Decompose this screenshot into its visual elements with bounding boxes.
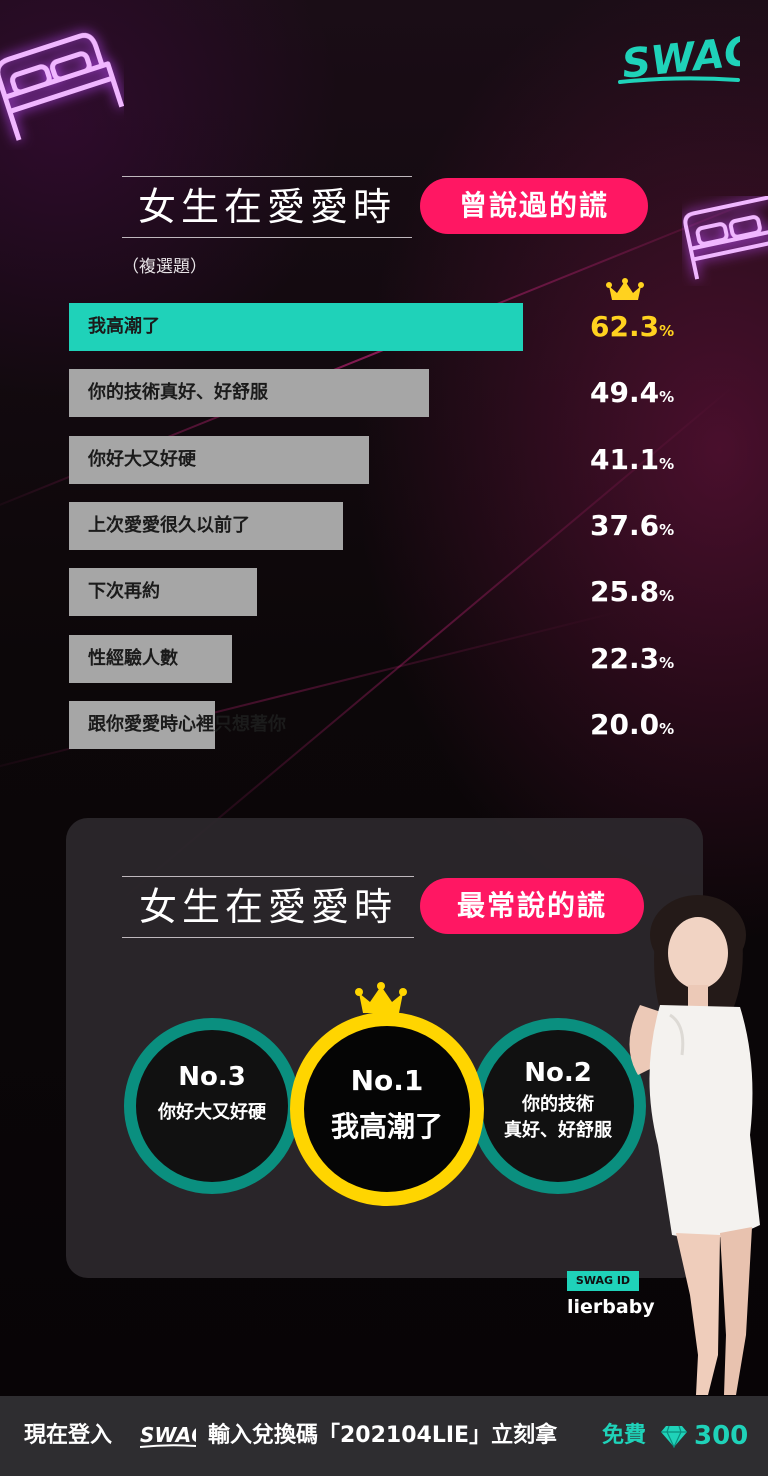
bar-value-label: 25.8% (590, 575, 675, 608)
bar-label: 你好大又好硬 (88, 449, 196, 470)
rank-3-number: No.3 (178, 1062, 246, 1092)
neon-bed-icon (0, 32, 124, 141)
bar-label: 下次再約 (88, 581, 160, 602)
rank-2-label-line1: 你的技術 (522, 1094, 594, 1115)
crown-icon (606, 278, 644, 300)
swag-id-username: lierbaby (567, 1296, 655, 1318)
section-badge: 最常說的謊 (420, 878, 644, 934)
section-title-frame: 女生在愛愛時 (122, 176, 412, 238)
bar (69, 303, 523, 351)
bar-value-label: 62.3% (590, 310, 675, 343)
promo-footer: 現在登入 SWAG 輸入兌換碼「202104LIE」立刻拿 免費 300 (0, 1396, 768, 1476)
bar (69, 635, 232, 683)
promo-free-text: 免費 (602, 1423, 647, 1448)
bar (69, 369, 429, 417)
swag-logo: SWAG (140, 1423, 196, 1448)
section-title-frame: 女生在愛愛時 (122, 876, 414, 938)
rank-1-label: 我高潮了 (330, 1110, 443, 1143)
neon-bed-icon (683, 196, 768, 280)
promo-amount: 300 (694, 1421, 749, 1451)
section-title: 女生在愛愛時 (137, 185, 396, 229)
bar (69, 502, 343, 550)
multi-select-note: （複選題） (122, 257, 207, 277)
swag-id-tag: SWAG ID (567, 1271, 639, 1291)
model-photo (629, 895, 760, 1395)
bar-label: 性經驗人數 (88, 648, 178, 669)
swag-logo: SWAG (618, 30, 740, 88)
bar-value-label: 22.3% (590, 642, 675, 675)
bar (69, 568, 257, 616)
rank-2-number: No.2 (524, 1058, 592, 1088)
diamond-icon (661, 1425, 687, 1448)
rank-3-ring: No.3 你好大又好硬 (124, 1018, 300, 1194)
bar-label: 我高潮了 (88, 316, 160, 337)
bar-value-label: 37.6% (590, 509, 675, 542)
bar-value-label: 41.1% (590, 443, 675, 476)
section-badge: 曾說過的謊 (420, 178, 648, 234)
bar-value-label: 49.4% (590, 376, 675, 409)
bar-label: 上次愛愛很久以前了 (88, 515, 250, 536)
bar-label: 你的技術真好、好舒服 (88, 382, 268, 403)
rank-2-label-line2: 真好、好舒服 (504, 1120, 612, 1141)
bar-value-label: 20.0% (590, 708, 675, 741)
rank-1-number: No.1 (350, 1064, 424, 1097)
rank-1-ring: No.1 我高潮了 (290, 1012, 484, 1206)
promo-text-middle: 輸入兌換碼「202104LIE」立刻拿 (208, 1423, 558, 1448)
bar (69, 436, 369, 484)
svg-text:SWAG: SWAG (140, 1423, 196, 1447)
bar (69, 701, 215, 749)
bar-label: 跟你愛愛時心裡只想著你 (88, 714, 286, 735)
promo-text-start: 現在登入 (24, 1423, 113, 1448)
crown-icon (355, 982, 407, 1013)
section-title: 女生在愛愛時 (138, 885, 397, 929)
rank-3-label: 你好大又好硬 (158, 1102, 266, 1123)
